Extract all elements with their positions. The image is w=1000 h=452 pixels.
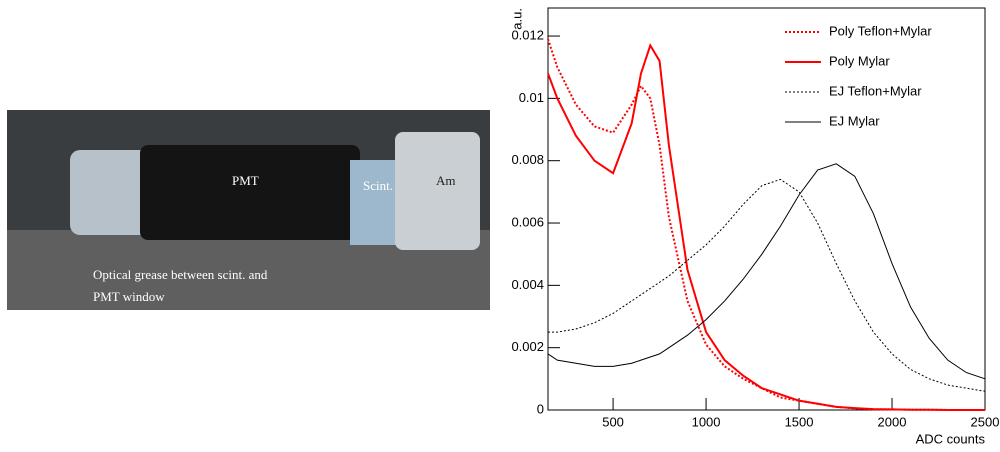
photo-pmt-base: [70, 150, 160, 235]
photo-source-holder: [395, 132, 480, 250]
y-tick-label: 0.006: [511, 214, 544, 229]
y-tick-label: 0.004: [511, 277, 544, 292]
legend-label: EJ Teflon+Mylar: [829, 83, 922, 98]
photo-label: PMT: [232, 173, 259, 188]
legend-label: EJ Mylar: [829, 113, 880, 128]
series-line: [548, 178, 986, 392]
plot-frame: [547, 7, 986, 411]
series-line: [547, 43, 985, 411]
x-tick-label: 2500: [971, 414, 1000, 429]
y-tick-label: 0.012: [511, 27, 544, 42]
photo: PMT Scint. Am Optical grease between sci…: [7, 110, 490, 310]
y-tick-label: 0.008: [511, 152, 544, 167]
photo-pmt: [140, 145, 360, 240]
y-tick-label: 0: [537, 401, 544, 416]
legend-label: Poly Mylar: [829, 53, 890, 68]
x-tick-label: 2000: [878, 414, 907, 429]
x-tick-label: 500: [602, 414, 624, 429]
x-tick-label: 1000: [692, 414, 721, 429]
legend-label: Poly Teflon+Mylar: [829, 23, 932, 38]
x-tick-label: 1500: [785, 414, 814, 429]
photo-caption: PMT window: [93, 289, 165, 304]
y-axis-label: a.u.: [509, 8, 524, 30]
photo-label: Scint.: [363, 178, 393, 193]
plot: 0 0.002 0.004 0.006 0.008 0.01 0.012 500 1000 150…: [509, 7, 1000, 446]
photo-label: Am: [436, 173, 456, 188]
x-axis-label: ADC counts: [916, 431, 986, 446]
y-tick-label: 0.002: [511, 339, 544, 354]
photo-caption: Optical grease between scint. and: [93, 267, 268, 282]
series-line: [547, 163, 986, 380]
y-tick-label: 0.01: [519, 90, 544, 105]
